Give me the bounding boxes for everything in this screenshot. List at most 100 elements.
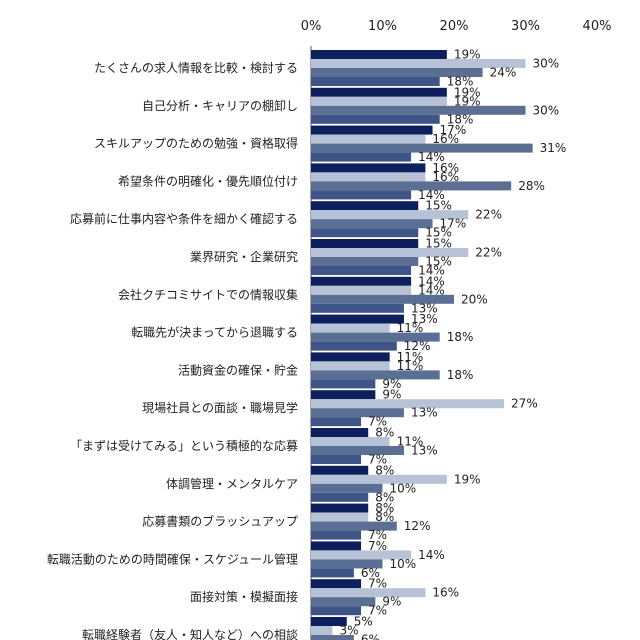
data-label-s3: 15% [425, 255, 452, 269]
bar-s1 [311, 163, 426, 173]
bar-s1 [311, 50, 447, 59]
data-label-s2: 16% [432, 170, 459, 184]
bar-s2 [311, 474, 447, 484]
data-label-s3: 31% [540, 141, 567, 155]
category-label: 体調管理・メンタルケア [166, 476, 298, 491]
bar-s3 [311, 446, 404, 455]
bar-s3 [311, 559, 383, 569]
data-label-s2: 14% [418, 548, 445, 562]
bar-s3 [311, 219, 433, 229]
bar-s1 [311, 276, 412, 286]
bar-s3 [311, 181, 512, 191]
data-label-s1: 17% [440, 123, 467, 137]
data-label-s3: 28% [518, 179, 545, 193]
data-label-s1: 14% [418, 274, 445, 288]
category-label: 活動資金の確保・貯金 [178, 362, 298, 377]
bar-s2 [311, 361, 390, 371]
data-label-s1: 8% [375, 426, 394, 440]
data-label-s3: 30% [533, 103, 560, 117]
data-label-s4: 7% [368, 415, 387, 429]
category-label: 転職先が決まってから退職する [131, 325, 298, 340]
data-label-s3: 13% [411, 406, 438, 420]
data-label-s2: 3% [339, 624, 358, 638]
bar-s2 [311, 588, 426, 598]
data-label-s4: 8% [375, 490, 394, 504]
data-label-s2: 11% [397, 321, 424, 335]
bar-s2 [311, 248, 469, 257]
category-label: 転職経験者（友人・知人など）への相談 [82, 627, 298, 640]
bar-s4 [311, 606, 362, 616]
x-tick-label: 20% [440, 19, 469, 34]
data-label-s4: 18% [447, 75, 474, 89]
bar-s3 [311, 483, 383, 493]
data-label-s2: 30% [533, 57, 560, 71]
bar-s2 [311, 59, 526, 68]
bar-s3 [311, 370, 440, 380]
category-label: 面接対策・模擬面接 [190, 589, 298, 604]
bar-s2 [311, 550, 412, 560]
data-label-s1: 8% [375, 463, 394, 477]
bar-s3 [311, 294, 454, 304]
category-label: 転職活動のための時間確保・スケジュール管理 [47, 551, 298, 566]
bar-s1 [311, 579, 362, 589]
data-label-s2: 14% [418, 283, 445, 297]
bar-s1 [311, 390, 376, 400]
bar-s1 [311, 201, 419, 211]
category-label: たくさんの求人情報を比較・検討する [94, 60, 298, 75]
data-label-s4: 15% [425, 226, 452, 240]
bar-s3 [311, 408, 404, 418]
data-label-s3: 20% [461, 292, 488, 306]
category-label: 会社クチコミサイトでの情報収集 [118, 287, 298, 302]
data-label-s1: 15% [425, 237, 452, 251]
data-label-s1: 7% [368, 577, 387, 591]
data-label-s4: 18% [447, 112, 474, 126]
data-label-s1: 5% [354, 615, 373, 629]
data-label-s1: 7% [368, 539, 387, 553]
bar-s3 [311, 521, 397, 531]
bar-s4 [311, 114, 440, 124]
bar-s1 [311, 428, 369, 437]
data-label-s1: 9% [382, 388, 401, 402]
data-label-s1: 11% [397, 350, 424, 364]
bar-s2 [311, 210, 469, 220]
bar-s4 [311, 303, 404, 313]
data-label-s2: 16% [432, 132, 459, 146]
bar-s4 [311, 492, 369, 502]
data-label-s2: 11% [397, 359, 424, 373]
bar-s4 [311, 190, 412, 200]
bar-s1 [311, 541, 362, 551]
bar-s1 [311, 239, 419, 248]
data-label-s4: 14% [418, 264, 445, 278]
x-tick-label: 10% [368, 19, 397, 34]
data-label-s2: 16% [432, 586, 459, 600]
data-label-s4: 6% [361, 566, 380, 580]
data-label-s1: 19% [454, 85, 481, 99]
data-label-s4: 13% [411, 301, 438, 315]
bar-s3 [311, 68, 483, 77]
bar-s2 [311, 285, 412, 295]
x-tick-label: 0% [301, 19, 322, 34]
data-label-s1: 16% [432, 161, 459, 175]
data-label-s4: 14% [418, 150, 445, 164]
bar-s4 [311, 266, 412, 275]
bar-s2 [311, 134, 426, 144]
bar-s3 [311, 257, 419, 266]
bar-s1 [311, 465, 369, 475]
data-label-s2: 8% [375, 510, 394, 524]
data-label-s1: 13% [411, 312, 438, 326]
bar-s4 [311, 568, 354, 578]
category-label: 応募前に仕事内容や条件を細かく確認する [70, 211, 298, 226]
bar-s2 [311, 96, 447, 106]
data-label-s3: 13% [411, 444, 438, 458]
bar-s3 [311, 332, 440, 342]
category-label: 希望条件の明確化・優先順位付け [118, 173, 298, 188]
data-label-s1: 19% [454, 48, 481, 62]
bar-s3 [311, 635, 354, 640]
data-label-s3: 18% [447, 330, 474, 344]
bar-s1 [311, 352, 390, 362]
bar-s3 [311, 105, 526, 115]
data-label-s3: 9% [382, 595, 401, 609]
data-label-s3: 6% [361, 633, 380, 640]
category-label: 業界研究・企業研究 [190, 249, 298, 264]
